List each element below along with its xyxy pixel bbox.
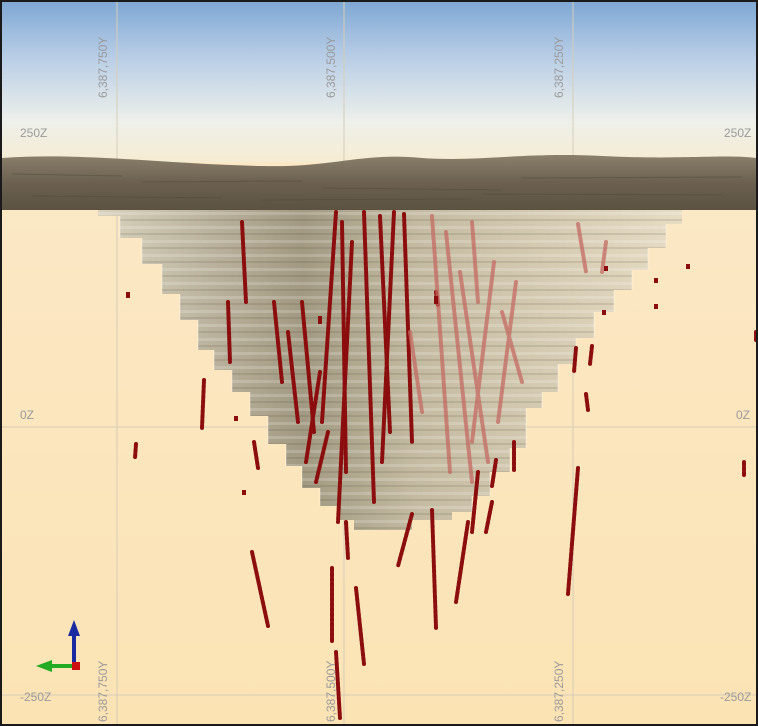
drillhole-trace[interactable] xyxy=(286,330,300,424)
y-label-bottom-2: 6,387,500Y xyxy=(324,660,338,722)
z-label-top-left: 250Z xyxy=(20,126,48,140)
drillhole-trace[interactable] xyxy=(240,220,248,304)
drillhole-trace[interactable] xyxy=(490,458,498,488)
drillhole-trace[interactable] xyxy=(334,650,342,720)
drillhole-trace[interactable] xyxy=(354,586,366,666)
drillhole-trace[interactable] xyxy=(200,378,206,430)
drillhole-trace[interactable] xyxy=(314,430,330,484)
drillhole-trace[interactable] xyxy=(430,508,438,630)
y-label-bottom-1: 6,387,750Y xyxy=(96,660,110,722)
drillhole-trace[interactable] xyxy=(380,210,396,464)
y-label-top-2: 6,387,500Y xyxy=(324,36,338,98)
z-label-mid-right: 0Z xyxy=(736,408,751,422)
drillhole-trace[interactable] xyxy=(470,260,496,444)
drillhole-trace[interactable] xyxy=(496,280,518,424)
drillhole-trace[interactable] xyxy=(226,300,232,364)
drillhole-trace[interactable] xyxy=(600,240,608,274)
pit-bench-edges xyxy=(119,216,667,512)
drillhole-trace[interactable] xyxy=(500,310,524,384)
drillhole-trace[interactable] xyxy=(336,240,354,524)
drillhole-trace[interactable] xyxy=(572,346,578,374)
y-label-top-1: 6,387,750Y xyxy=(96,36,110,98)
drillhole-trace[interactable] xyxy=(133,442,138,460)
z-label-top-right: 250Z xyxy=(724,126,752,140)
drillhole-trace[interactable] xyxy=(304,370,322,464)
y-label-bottom-3: 6,387,250Y xyxy=(552,660,566,722)
drillhole-trace[interactable] xyxy=(396,512,414,568)
drillhole-trace[interactable] xyxy=(458,270,490,464)
z-label-bottom-left: -250Z xyxy=(20,690,52,704)
terrain-surface xyxy=(2,155,756,210)
drillhole-trace[interactable] xyxy=(340,220,348,474)
drillhole-trace[interactable] xyxy=(588,344,594,366)
drillhole-trace[interactable] xyxy=(430,214,452,474)
drillhole-trace[interactable] xyxy=(378,214,392,434)
drillhole-trace[interactable] xyxy=(484,500,494,534)
drillhole-trace[interactable] xyxy=(470,220,480,304)
y-label-top-3: 6,387,250Y xyxy=(552,36,566,98)
drillhole-trace[interactable] xyxy=(584,392,590,412)
drillhole-trace[interactable] xyxy=(320,210,338,424)
drillhole-trace[interactable] xyxy=(470,470,480,534)
drillholes-faded[interactable] xyxy=(408,214,608,484)
drillhole-samples xyxy=(126,264,690,495)
drillhole-trace[interactable] xyxy=(362,210,376,504)
sky-background xyxy=(2,2,756,162)
drillhole-trace[interactable] xyxy=(402,212,414,444)
drillhole-trace[interactable] xyxy=(344,520,350,560)
z-label-mid-left: 0Z xyxy=(20,408,35,422)
terrain-texture xyxy=(11,173,743,201)
z-label-bottom-right: -250Z xyxy=(720,690,752,704)
drillhole-trace[interactable] xyxy=(576,222,588,274)
drillhole-trace[interactable] xyxy=(454,520,470,604)
xyz-axis-triad-icon xyxy=(36,620,80,672)
drillhole-trace[interactable] xyxy=(300,300,316,434)
drillhole-trace[interactable] xyxy=(272,300,284,384)
drillhole-trace[interactable] xyxy=(408,330,424,414)
drillhole-trace[interactable] xyxy=(252,440,260,470)
drillhole-trace[interactable] xyxy=(566,466,580,596)
drillholes[interactable] xyxy=(133,210,756,720)
drillhole-trace[interactable] xyxy=(444,230,474,484)
drillhole-trace[interactable] xyxy=(250,550,270,628)
